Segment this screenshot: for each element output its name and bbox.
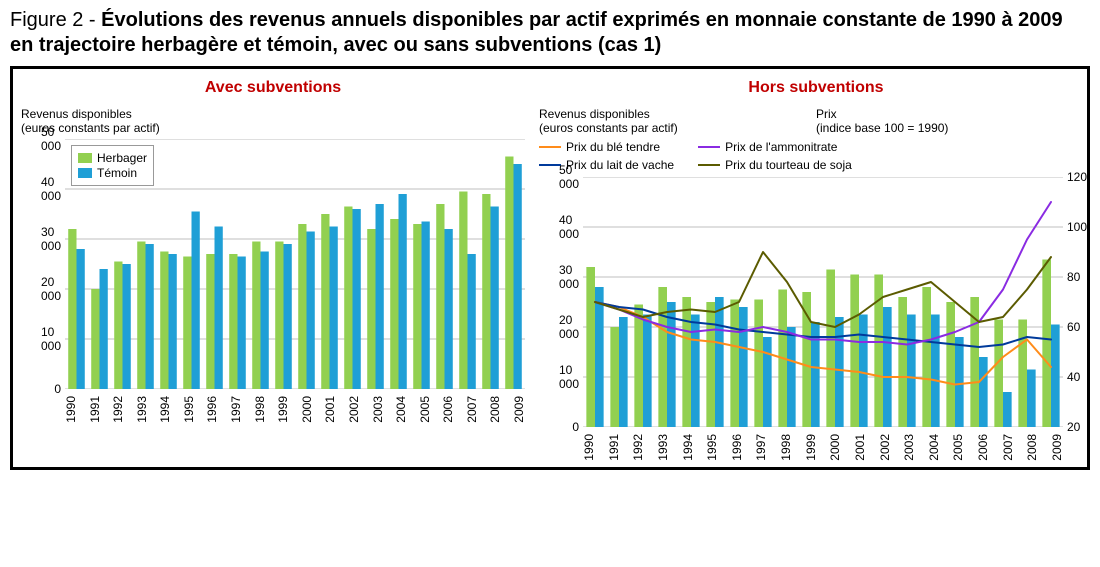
xtick: 2009	[1051, 434, 1063, 461]
y2tick: 40	[1067, 370, 1080, 384]
xtick: 1997	[755, 434, 767, 461]
xtick: 2001	[324, 396, 336, 423]
legend-line-swatch	[698, 164, 720, 166]
xticks-left: 1990 1991 1992 1993 1994 1995 1996 1997 1998 1999…	[65, 396, 525, 423]
xtick: 1991	[89, 396, 101, 423]
panel-left-subtitle: Revenus disponibles(euros constants par …	[21, 107, 525, 135]
xtick: 1991	[608, 434, 620, 461]
legend-line-item: Prix du tourteau de soja	[698, 158, 852, 172]
xtick: 2007	[1002, 434, 1014, 461]
plot-right-wrap: 010 00020 00030 00040 00050 000 20406080…	[583, 177, 1063, 461]
legend-left: HerbagerTémoin	[71, 145, 154, 186]
panel-right-subtitle-right: Prix(indice base 100 = 1990)	[816, 107, 1093, 135]
xtick: 1996	[731, 434, 743, 461]
ytick: 0	[54, 382, 61, 396]
ytick: 20 000	[41, 275, 61, 303]
caption-lead: Figure 2 -	[10, 9, 101, 31]
xtick: 2009	[513, 396, 525, 423]
xtick: 1999	[277, 396, 289, 423]
xtick: 1992	[112, 396, 124, 423]
plot-left-wrap: 010 00020 00030 00040 00050 000 Herbager…	[65, 139, 525, 423]
ytick: 30 000	[41, 225, 61, 253]
chart-right	[583, 177, 1063, 427]
xtick: 2006	[977, 434, 989, 461]
xtick: 2007	[466, 396, 478, 423]
xticks-right: 1990 1991 1992 1993 1994 1995 1996 1997 1998 1999…	[583, 434, 1063, 461]
ytick: 30 000	[559, 263, 579, 291]
ytick: 40 000	[41, 175, 61, 203]
ytick: 40 000	[559, 213, 579, 241]
xtick: 2002	[348, 396, 360, 423]
y2tick: 120	[1067, 170, 1087, 184]
xtick: 2005	[419, 396, 431, 423]
y2tick: 20	[1067, 420, 1080, 434]
ytick: 50 000	[41, 125, 61, 153]
panel-left-title: Avec subventions	[21, 79, 525, 97]
ytick: 20 000	[559, 313, 579, 341]
xtick: 1996	[206, 396, 218, 423]
xtick: 2008	[1026, 434, 1038, 461]
legend-lines: Prix du blé tendre Prix du lait de vache P…	[539, 139, 1093, 173]
panel-container: Avec subventions Revenus disponibles(eur…	[10, 66, 1090, 470]
y2tick: 80	[1067, 270, 1080, 284]
legend-line-label: Prix du blé tendre	[566, 140, 660, 154]
panel-right-subtitle-row: Revenus disponibles(euros constants par …	[539, 107, 1093, 135]
legend-line-label: Prix de l'ammonitrate	[725, 140, 837, 154]
xtick: 1994	[159, 396, 171, 423]
xtick: 1999	[805, 434, 817, 461]
legend-line-item: Prix du blé tendre	[539, 140, 674, 154]
ytick: 0	[572, 420, 579, 434]
xtick: 2003	[903, 434, 915, 461]
legend-label: Témoin	[97, 166, 137, 180]
xtick: 1997	[230, 396, 242, 423]
xtick: 1993	[136, 396, 148, 423]
figure: Figure 2 - Évolutions des revenus annuel…	[0, 0, 1100, 567]
xtick: 2003	[372, 396, 384, 423]
xtick: 2001	[854, 434, 866, 461]
legend-line-swatch	[539, 146, 561, 148]
legend-line-swatch	[539, 164, 561, 166]
xtick: 1998	[254, 396, 266, 423]
panel-left-subtitle-row: Revenus disponibles(euros constants par …	[21, 107, 525, 135]
legend-line-label: Prix du lait de vache	[566, 158, 674, 172]
xtick: 2000	[301, 396, 313, 423]
legend-swatch	[78, 168, 92, 178]
ytick: 10 000	[41, 325, 61, 353]
panel-right-subtitle-left: Revenus disponibles(euros constants par …	[539, 107, 816, 135]
xtick: 2002	[879, 434, 891, 461]
xtick: 2004	[395, 396, 407, 423]
legend-item: Témoin	[78, 166, 147, 180]
xtick: 1998	[780, 434, 792, 461]
ytick: 50 000	[559, 163, 579, 191]
xtick: 1995	[706, 434, 718, 461]
xtick: 1990	[583, 434, 595, 461]
y2tick: 100	[1067, 220, 1087, 234]
xtick: 2000	[829, 434, 841, 461]
figure-caption: Figure 2 - Évolutions des revenus annuel…	[10, 8, 1090, 58]
xtick: 1992	[632, 434, 644, 461]
legend-line-label: Prix du tourteau de soja	[725, 158, 852, 172]
panel-right-title: Hors subventions	[539, 79, 1093, 97]
xtick: 2005	[952, 434, 964, 461]
panel-left: Avec subventions Revenus disponibles(eur…	[21, 79, 525, 461]
xtick: 1990	[65, 396, 77, 423]
ytick: 10 000	[559, 363, 579, 391]
legend-line-swatch	[698, 146, 720, 148]
caption-text: Évolutions des revenus annuels disponibl…	[10, 9, 1063, 56]
legend-item: Herbager	[78, 151, 147, 165]
panel-right: Hors subventions Revenus disponibles(eur…	[539, 79, 1093, 461]
xtick: 1995	[183, 396, 195, 423]
xtick: 1994	[682, 434, 694, 461]
xtick: 1993	[657, 434, 669, 461]
legend-swatch	[78, 153, 92, 163]
xtick: 2004	[928, 434, 940, 461]
xtick: 2008	[489, 396, 501, 423]
legend-label: Herbager	[97, 151, 147, 165]
y2tick: 60	[1067, 320, 1080, 334]
legend-line-item: Prix de l'ammonitrate	[698, 140, 852, 154]
xtick: 2006	[442, 396, 454, 423]
